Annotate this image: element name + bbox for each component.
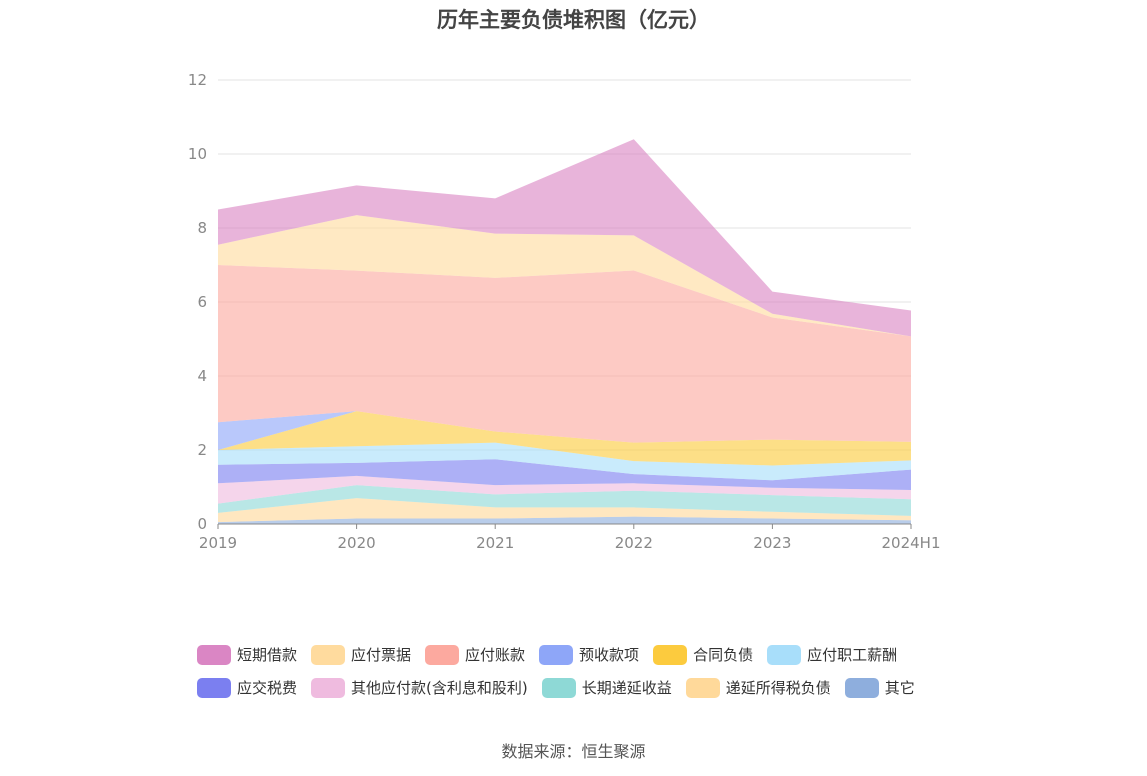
area-series: [218, 459, 911, 490]
y-tick-label: 12: [188, 71, 207, 89]
legend-item[interactable]: 应付职工薪酬: [767, 644, 897, 665]
legend-swatch: [311, 677, 346, 698]
x-tick-label: 2021: [476, 534, 514, 552]
y-tick-label: 10: [188, 145, 207, 163]
legend-label: 应付职工薪酬: [807, 646, 898, 664]
legend-swatch: [311, 644, 346, 665]
legend-label: 应付票据: [351, 646, 412, 664]
source-note: 数据来源：恒生聚源: [501, 742, 646, 761]
axes: 0 2 4 6 8 10 12 2019 2020 2021 2022 2023 2024H1: [188, 71, 941, 552]
area-series: [218, 498, 911, 523]
legend-item[interactable]: 其它: [844, 677, 915, 698]
legend-label: 其它: [884, 679, 915, 697]
legend-item[interactable]: 其他应付款(含利息和股利): [311, 677, 528, 698]
area-series: [218, 485, 911, 516]
legend-item[interactable]: 长期递延收益: [541, 677, 672, 698]
legend-swatch: [844, 677, 879, 698]
legend-item[interactable]: 预收款项: [539, 644, 639, 665]
stacked-area-chart: 0 2 4 6 8 10 12 2019 2020 2021 2022 2023 2024H1: [188, 71, 941, 552]
legend: 短期借款 应付票据 应付账款 预收款项 合同负债 应付职工薪酬应交税费 其他应付款(含利息和…: [197, 638, 977, 704]
legend-item[interactable]: 应付账款: [425, 644, 525, 665]
y-tick-label: 8: [197, 219, 207, 237]
y-tick-label: 2: [197, 441, 207, 459]
y-tick-label: 4: [197, 367, 207, 385]
legend-swatch: [541, 677, 576, 698]
legend-swatch: [685, 677, 720, 698]
x-tick-label: 2019: [199, 534, 237, 552]
legend-label: 短期借款: [237, 646, 298, 664]
legend-item[interactable]: 短期借款: [197, 644, 297, 665]
legend-label: 合同负债: [693, 646, 754, 664]
legend-row: 短期借款 应付票据 应付账款 预收款项 合同负债 应付职工薪酬: [197, 638, 977, 671]
legend-label: 长期递延收益: [581, 679, 672, 697]
x-tick-label: 2024H1: [882, 534, 941, 552]
legend-label: 其他应付款(含利息和股利): [351, 679, 528, 697]
area-series: [218, 442, 911, 481]
chart-title: 历年主要负债堆积图（亿元）: [437, 8, 710, 32]
legend-item[interactable]: 合同负债: [653, 644, 753, 665]
y-tick-label: 6: [197, 293, 207, 311]
legend-swatch: [425, 644, 460, 665]
x-tick-label: 2022: [615, 534, 653, 552]
area-layer: [218, 139, 911, 524]
legend-swatch: [767, 644, 802, 665]
legend-label: 应交税费: [237, 679, 298, 697]
legend-item[interactable]: 应付票据: [311, 644, 411, 665]
legend-item[interactable]: 递延所得税负债: [685, 677, 831, 698]
area-series: [218, 139, 911, 337]
legend-item[interactable]: 应交税费: [197, 677, 297, 698]
legend-row: 应交税费 其他应付款(含利息和股利) 长期递延收益 递延所得税负债 其它: [197, 671, 977, 704]
legend-swatch: [197, 644, 231, 665]
legend-swatch: [539, 644, 574, 665]
legend-label: 应付账款: [465, 646, 526, 664]
x-tick-label: 2020: [338, 534, 376, 552]
y-tick-label: 0: [197, 515, 207, 533]
area-series: [218, 265, 911, 443]
x-tick-label: 2023: [753, 534, 791, 552]
area-series: [218, 215, 911, 337]
legend-swatch: [197, 677, 231, 698]
legend-label: 预收款项: [579, 646, 640, 664]
legend-swatch: [653, 644, 688, 665]
area-series: [218, 475, 911, 504]
area-series: [218, 411, 911, 466]
legend-label: 递延所得税负债: [725, 679, 831, 697]
area-series: [218, 516, 911, 524]
